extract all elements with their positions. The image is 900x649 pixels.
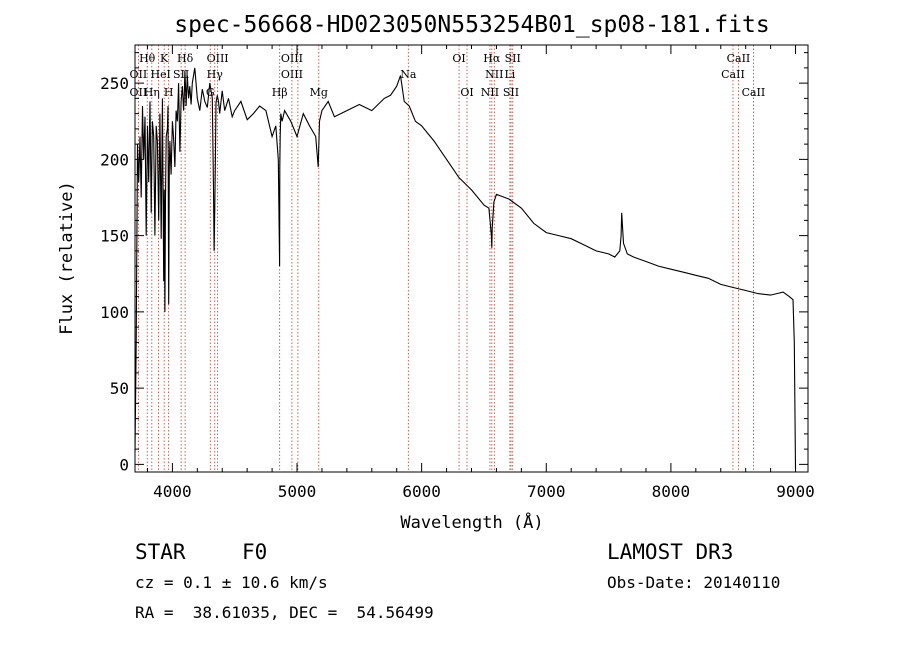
chart-title: spec-56668-HD023050N553254B01_sp08-181.f… <box>174 12 769 38</box>
x-tick-label-1: 5000 <box>278 482 317 501</box>
line-label-2-9: CaII <box>742 86 766 99</box>
y-tick-label-5: 250 <box>100 74 129 93</box>
redshift-readout: cz = 0.1 ± 10.6 km/s <box>135 573 328 592</box>
line-label-0-3: OIII <box>207 52 229 65</box>
x-tick-label-5: 9000 <box>776 482 815 501</box>
spectral-subclass: F0 <box>242 540 268 564</box>
line-label-0-7: SII <box>505 52 521 65</box>
observation-date: Obs-Date: 20140110 <box>607 573 781 592</box>
x-tick-label-4: 8000 <box>652 482 691 501</box>
y-tick-label-0: 0 <box>119 455 129 474</box>
line-label-2-4: Hβ <box>272 86 288 99</box>
line-label-2-6: OI <box>460 86 473 99</box>
line-label-1-0: OII <box>130 68 148 81</box>
x-tick-label-0: 4000 <box>153 482 192 501</box>
line-label-2-5: Mg <box>310 86 328 99</box>
line-label-1-6: Na <box>400 68 417 81</box>
line-label-2-8: SII <box>503 86 519 99</box>
line-label-0-1: K <box>160 52 169 65</box>
line-label-0-6: Hα <box>483 52 501 65</box>
y-tick-label-2: 100 <box>100 303 129 322</box>
y-tick-label-4: 200 <box>100 150 129 169</box>
line-label-2-0: OII <box>130 86 148 99</box>
line-label-1-7: NII <box>485 68 503 81</box>
line-label-1-2: I <box>166 68 170 81</box>
spectrum-line <box>134 67 797 469</box>
emission-line-labels: Hθ K Hδ OIII OIII OI Hα SII CaII OII He I SII Hγ OIII N… <box>130 52 766 99</box>
line-label-2-3: G <box>206 86 215 99</box>
x-axis-label: Wavelength (Å) <box>400 511 543 533</box>
line-label-0-8: CaII <box>727 52 751 65</box>
line-label-1-8: Li <box>504 68 515 81</box>
line-label-1-5: OIII <box>281 68 303 81</box>
object-type: STAR <box>135 540 186 564</box>
line-label-0-5: OI <box>452 52 465 65</box>
emission-line-markers <box>137 45 754 472</box>
line-label-0-2: Hδ <box>177 52 194 65</box>
y-tick-label-1: 50 <box>110 379 129 398</box>
coordinates-readout: RA = 38.61035, DEC = 54.56499 <box>135 603 434 622</box>
line-label-1-4: Hγ <box>207 68 224 81</box>
line-label-1-1: He <box>151 68 167 81</box>
line-label-2-2: H <box>164 86 174 99</box>
x-axis-ticks: 4000 5000 6000 7000 8000 9000 <box>146 45 815 501</box>
x-tick-label-2: 6000 <box>402 482 441 501</box>
x-tick-label-3: 7000 <box>527 482 566 501</box>
line-label-0-4: OIII <box>281 52 303 65</box>
line-label-2-7: NII <box>481 86 499 99</box>
y-axis-ticks: 0 50 100 150 200 250 <box>100 52 808 474</box>
survey-name: LAMOST DR3 <box>607 540 734 564</box>
line-label-0-0: Hθ <box>139 52 156 65</box>
line-label-2-1: Hη <box>144 86 160 99</box>
y-axis-label: Flux (relative) <box>57 181 77 335</box>
line-label-1-9: CaII <box>721 68 745 81</box>
y-tick-label-3: 150 <box>100 227 129 246</box>
